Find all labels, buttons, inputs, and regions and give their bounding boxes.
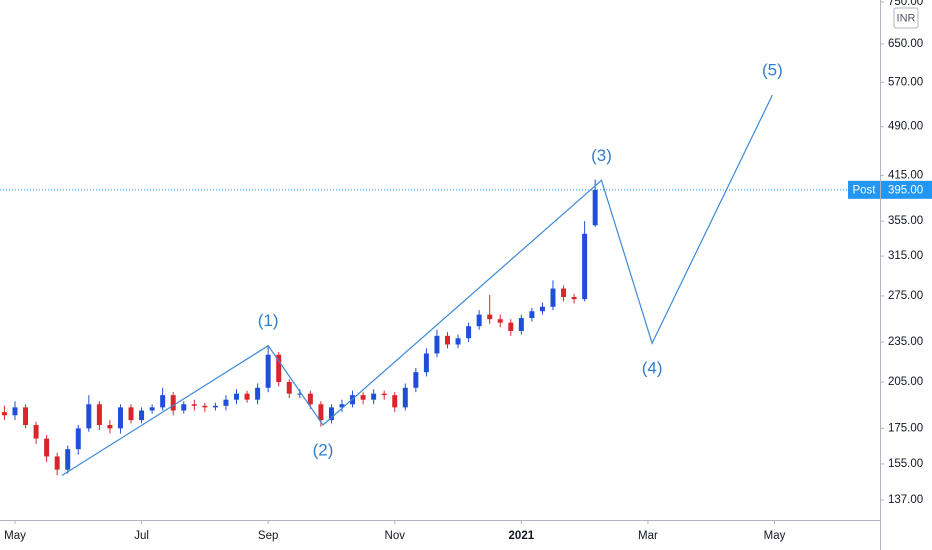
y-tick-label: 137.00 [888,494,923,506]
wave-label: (3) [591,146,612,165]
candle-body [571,296,577,300]
x-tick-label: May [764,530,786,542]
price-value-box [881,180,932,199]
candle-body [44,438,50,457]
x-tick-label: May [4,530,26,542]
candle-body [328,407,334,421]
candle-body [202,405,208,408]
y-tick-label: 205.00 [888,376,923,388]
candle-body [392,395,398,408]
y-tick-label: 750.00 [888,0,923,8]
candle-body [212,405,218,408]
candle-body [75,428,81,450]
candle-body [160,395,166,408]
candle-body [234,393,240,400]
candle-body [1,412,7,416]
candle-body [539,306,545,312]
candle-body [434,335,440,354]
candle-body [23,407,29,426]
y-tick-label: 175.00 [888,422,923,434]
candle-body [381,393,387,396]
candle-body [476,314,482,327]
candle-body [413,372,419,388]
candle-body [297,393,303,395]
wave-label: (4) [642,359,663,378]
y-tick-label: 650.00 [888,38,923,50]
y-tick-label: 415.00 [888,169,923,181]
candle-body [561,288,567,297]
candle-body [65,449,71,470]
candle-body [54,456,60,470]
candle-body [529,311,535,319]
price-name: Post [852,184,876,196]
candle-body [318,404,324,421]
candle-body [33,425,39,439]
y-tick-label: 570.00 [888,76,923,88]
candle-body [592,189,598,226]
candle-body [508,322,514,331]
candle-body [128,407,134,421]
candle-body [360,395,366,400]
candle-body [223,399,229,406]
x-tick-label: Jul [134,530,149,542]
candle-body [339,404,345,408]
candle-body [107,425,113,429]
candle-body [265,354,271,388]
x-tick-label: 2021 [509,530,535,542]
x-tick-label: Nov [385,530,406,542]
candle-body [423,353,429,373]
y-tick-label: 275.00 [888,290,923,302]
candle-body [402,387,408,408]
y-tick-label: 235.00 [888,336,923,348]
candle-body [12,407,18,416]
candle-body [455,338,461,345]
candle-body [466,326,472,339]
candle-body [117,407,123,429]
candle-body [255,387,261,400]
price-name-box [848,180,880,199]
wave-line [61,94,773,477]
candle-body [170,395,176,411]
y-tick-label: 155.00 [888,458,923,470]
x-tick-label: Mar [638,530,658,542]
candle-body [497,319,503,323]
candle-body [86,404,92,429]
currency-box [893,7,919,29]
candle-body [181,404,187,411]
candle-body [139,410,145,421]
candle-body [191,404,197,406]
currency: INR [897,12,916,24]
x-tick-label: Sep [258,530,278,542]
candle-body [518,318,524,331]
candle-body [371,393,377,400]
candle-body [286,381,292,394]
price-value-label: 395.00 [888,184,923,196]
wave-label: (1) [258,311,279,330]
y-tick-label: 490.00 [888,121,923,133]
candle-body [487,314,493,320]
candle-body [550,288,556,307]
candle-body [582,233,588,300]
candle-body [307,393,313,405]
y-tick-label: 315.00 [888,250,923,262]
candle-body [244,393,250,400]
candle-body [276,354,282,382]
candle-body [444,335,450,345]
candle-body [149,407,155,411]
wave-label: (2) [313,441,334,460]
candle-body [96,404,102,426]
y-tick-label: 355.00 [888,215,923,227]
wave-label: (5) [762,60,783,79]
